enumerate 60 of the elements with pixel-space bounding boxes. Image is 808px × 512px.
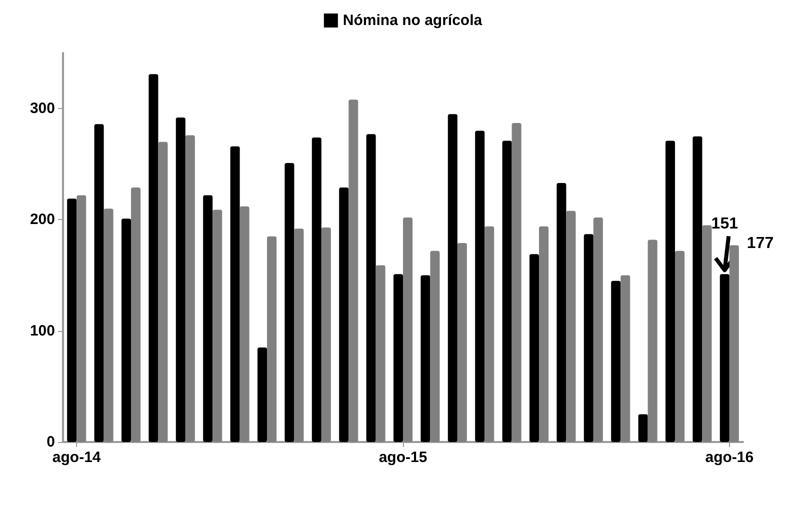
bar: [593, 217, 603, 442]
bar: [638, 414, 648, 442]
bar: [257, 348, 267, 442]
bar: [366, 134, 376, 442]
bar: [448, 114, 458, 442]
bar: [94, 124, 104, 442]
bar: [512, 123, 522, 442]
bar: [484, 226, 494, 442]
bar: [312, 137, 322, 442]
bar: [393, 274, 403, 442]
bar: [148, 74, 158, 442]
bar: [212, 210, 222, 442]
bar: [729, 245, 739, 442]
bar: [620, 275, 630, 442]
bar: [475, 130, 485, 442]
annotation: 177: [746, 234, 774, 252]
bar: [158, 142, 168, 442]
bar: [321, 227, 331, 442]
bar: [203, 195, 213, 442]
bar: [67, 198, 77, 442]
bar: [104, 208, 114, 442]
y-tick-label: 0: [46, 434, 55, 450]
bar: [539, 226, 549, 442]
y-tick-label: 200: [30, 211, 55, 228]
bar: [284, 163, 294, 442]
bar: [339, 187, 349, 442]
bar: [185, 135, 195, 442]
y-tick-label: 300: [30, 100, 55, 118]
bar: [348, 100, 358, 442]
bar: [556, 183, 566, 442]
x-tick-label: ago-16: [705, 449, 754, 466]
bar: [702, 225, 712, 442]
bar: [376, 265, 386, 442]
bar: [420, 275, 430, 442]
bar: [675, 250, 685, 442]
bar: [240, 206, 250, 442]
bar: [720, 274, 730, 442]
x-tick-label: ago-14: [52, 449, 102, 466]
bar: [131, 187, 141, 442]
bar: [294, 228, 304, 442]
x-tick-label: ago-15: [378, 449, 428, 466]
bar: [502, 140, 512, 442]
bar: [584, 234, 594, 442]
bar: [176, 117, 186, 442]
bar: [121, 218, 131, 442]
bar: [648, 240, 658, 442]
bar: [611, 280, 621, 442]
bar: [566, 210, 576, 442]
annotation: 151: [711, 216, 738, 233]
bar: [665, 140, 675, 442]
y-tick-label: 100: [30, 322, 55, 340]
bar: [457, 243, 467, 442]
bar: [76, 195, 86, 442]
bar: [403, 217, 413, 442]
legend-label: Nómina no agrícola: [342, 12, 483, 29]
bar: [430, 250, 440, 442]
bar: [267, 236, 277, 442]
bar: [230, 146, 240, 442]
bar: [692, 136, 702, 442]
bar: [529, 254, 539, 442]
